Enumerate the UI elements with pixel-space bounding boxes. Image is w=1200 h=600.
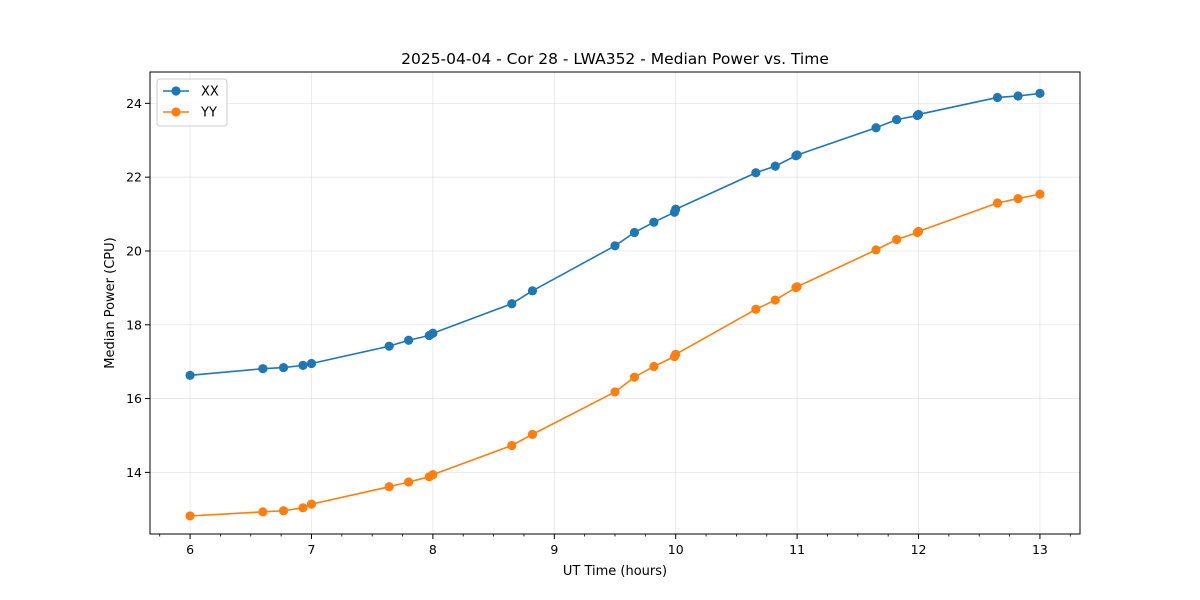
data-point-yy — [298, 503, 308, 513]
chart-title: 2025-04-04 - Cor 28 - LWA352 - Median Po… — [401, 50, 829, 68]
data-point-yy — [629, 372, 640, 382]
data-point-xx — [770, 161, 780, 171]
data-point-yy — [1013, 193, 1023, 204]
y-tick-label: 22 — [126, 170, 142, 185]
data-point-xx — [1035, 88, 1045, 98]
data-series — [185, 88, 1045, 521]
y-tick-label: 18 — [126, 317, 142, 332]
axis-ticks: 6 7 8 9 10 11 12 13 14 16 18 20 22 24 — [126, 96, 1071, 557]
data-point-yy — [278, 506, 289, 516]
data-point-yy — [913, 226, 924, 237]
data-point-yy — [871, 245, 881, 255]
data-point-yy — [1035, 189, 1045, 199]
x-tick-label: 8 — [429, 542, 437, 557]
legend-label-xx: XX — [201, 85, 219, 100]
x-tick-label: 12 — [911, 542, 927, 557]
data-point-xx — [629, 227, 640, 238]
data-point-yy — [185, 511, 195, 521]
legend-marker-yy — [171, 107, 181, 117]
data-point-xx — [428, 328, 438, 338]
data-point-yy — [404, 477, 414, 487]
x-tick-label: 7 — [307, 542, 315, 557]
data-point-xx — [649, 217, 659, 227]
x-tick-label: 13 — [1032, 542, 1048, 557]
data-point-xx — [913, 109, 924, 120]
legend-label-yy: YY — [200, 106, 217, 121]
data-point-xx — [610, 241, 620, 251]
data-point-yy — [306, 499, 317, 509]
data-point-xx — [892, 115, 902, 125]
data-point-yy — [770, 295, 780, 305]
data-point-xx — [671, 204, 681, 214]
data-point-xx — [384, 341, 394, 351]
data-point-xx — [278, 362, 289, 373]
x-tick-label: 11 — [789, 542, 805, 557]
data-point-xx — [527, 286, 538, 296]
data-point-xx — [792, 150, 802, 160]
data-point-xx — [306, 358, 317, 369]
data-point-yy — [892, 234, 902, 245]
data-point-xx — [404, 335, 414, 345]
data-point-yy — [258, 507, 268, 517]
y-tick-label: 16 — [126, 391, 142, 406]
data-point-xx — [258, 364, 268, 374]
y-axis-label: Median Power (CPU) — [103, 237, 118, 368]
y-tick-label: 24 — [126, 96, 142, 111]
data-point-yy — [671, 349, 681, 359]
x-tick-label: 9 — [550, 542, 558, 557]
x-tick-label: 10 — [668, 542, 684, 557]
data-point-yy — [649, 361, 659, 372]
data-point-xx — [185, 370, 195, 380]
y-tick-label: 20 — [126, 243, 142, 258]
data-point-yy — [384, 482, 394, 492]
plot-frame — [149, 71, 1081, 535]
data-point-yy — [992, 198, 1003, 208]
data-point-yy — [507, 440, 517, 451]
data-point-xx — [751, 168, 761, 178]
y-tick-label: 14 — [126, 465, 142, 480]
legend: XX YY — [156, 78, 228, 127]
data-point-yy — [792, 282, 802, 292]
data-point-yy — [751, 304, 761, 314]
legend-marker-xx — [171, 86, 181, 96]
data-point-yy — [527, 429, 538, 439]
data-point-xx — [871, 123, 881, 133]
data-point-xx — [1013, 91, 1023, 101]
x-axis-label: UT Time (hours) — [563, 564, 667, 579]
grid-lines — [150, 72, 1080, 534]
data-point-xx — [507, 299, 517, 309]
data-point-xx — [298, 360, 308, 370]
x-tick-label: 6 — [186, 542, 194, 557]
data-point-xx — [992, 92, 1003, 103]
data-point-yy — [610, 387, 620, 397]
data-point-yy — [428, 469, 438, 480]
